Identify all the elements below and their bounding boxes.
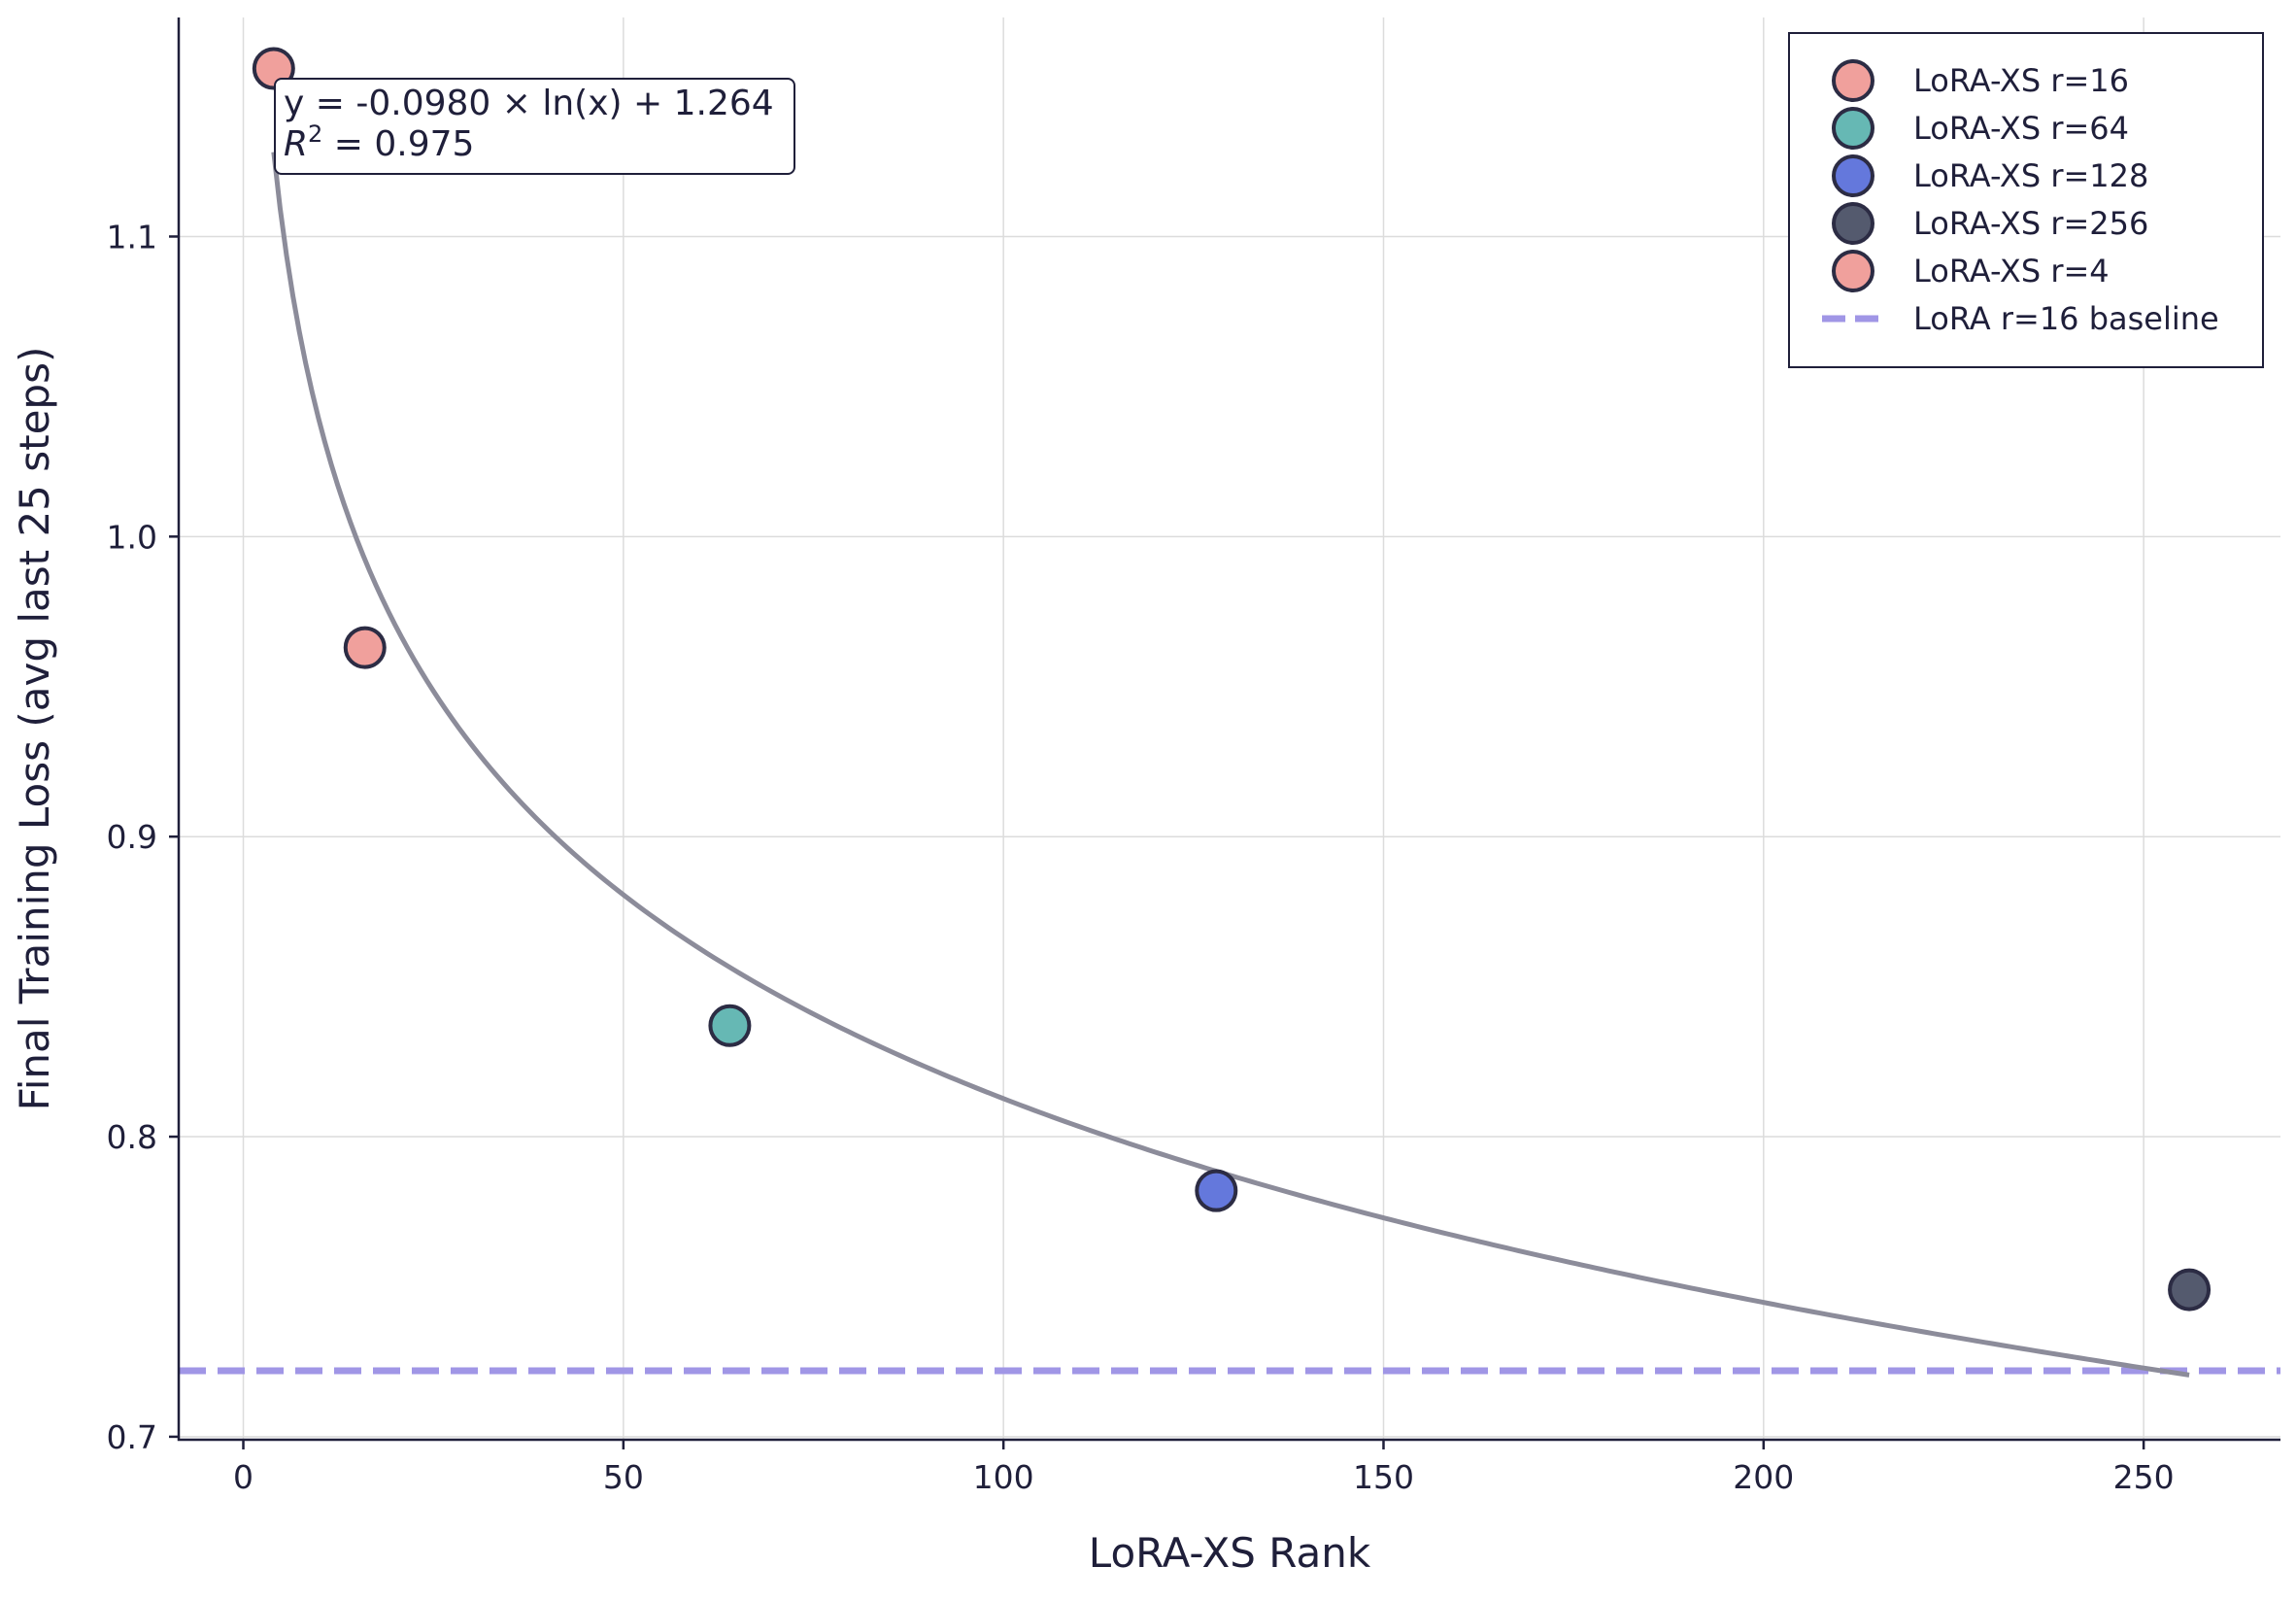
data-point bbox=[708, 1004, 752, 1047]
data-point bbox=[2168, 1268, 2212, 1311]
x-tick-label: 200 bbox=[1733, 1458, 1794, 1496]
legend-marker bbox=[1832, 107, 1874, 150]
fit-r2-value: = 0.975 bbox=[334, 124, 475, 164]
legend-label: LoRA-XS r=64 bbox=[1913, 110, 2129, 147]
legend-marker bbox=[1832, 59, 1874, 102]
legend-label: LoRA-XS r=16 bbox=[1913, 62, 2129, 99]
y-tick-label: 0.9 bbox=[107, 818, 157, 856]
y-axis-label: Final Training Loss (avg last 25 steps) bbox=[11, 347, 58, 1111]
fit-annotation: y = -0.0980 × ln(x) + 1.264 R2 = 0.975 bbox=[274, 78, 795, 175]
fit-r2: R2 = 0.975 bbox=[284, 120, 474, 164]
y-tick-label: 0.7 bbox=[107, 1418, 157, 1456]
points-layer bbox=[252, 47, 2212, 1311]
x-tick-label: 150 bbox=[1353, 1458, 1414, 1496]
legend-marker bbox=[1832, 202, 1874, 245]
y-tick-label: 1.0 bbox=[107, 518, 157, 556]
fit-equation: y = -0.0980 × ln(x) + 1.264 bbox=[284, 84, 774, 123]
legend-marker bbox=[1832, 154, 1874, 197]
legend-label: LoRA-XS r=128 bbox=[1913, 157, 2148, 194]
x-axis-label: LoRA-XS Rank bbox=[1089, 1529, 1371, 1577]
annotation-box bbox=[274, 78, 795, 175]
x-tick-label: 100 bbox=[973, 1458, 1034, 1496]
x-tick-label: 50 bbox=[603, 1458, 644, 1496]
y-tick-label: 0.8 bbox=[107, 1118, 157, 1156]
data-point bbox=[1195, 1169, 1238, 1212]
legend: LoRA-XS r=16 LoRA-XS r=64 LoRA-XS r=128 LoR… bbox=[1788, 32, 2264, 368]
axis-spines bbox=[177, 17, 2280, 1442]
data-point bbox=[343, 626, 387, 669]
axes: 0 50 100 150 200 250 0.7 0.8 0.9 1.0 1.1 bbox=[107, 17, 2280, 1496]
x-tick-label: 250 bbox=[2113, 1458, 2175, 1496]
x-tick-label: 0 bbox=[233, 1458, 253, 1496]
legend-label: LoRA-XS r=4 bbox=[1913, 253, 2110, 290]
legend-marker bbox=[1832, 250, 1874, 292]
legend-label: LoRA r=16 baseline bbox=[1913, 300, 2219, 337]
legend-label: LoRA-XS r=256 bbox=[1913, 205, 2148, 242]
y-tick-label: 1.1 bbox=[107, 218, 157, 255]
